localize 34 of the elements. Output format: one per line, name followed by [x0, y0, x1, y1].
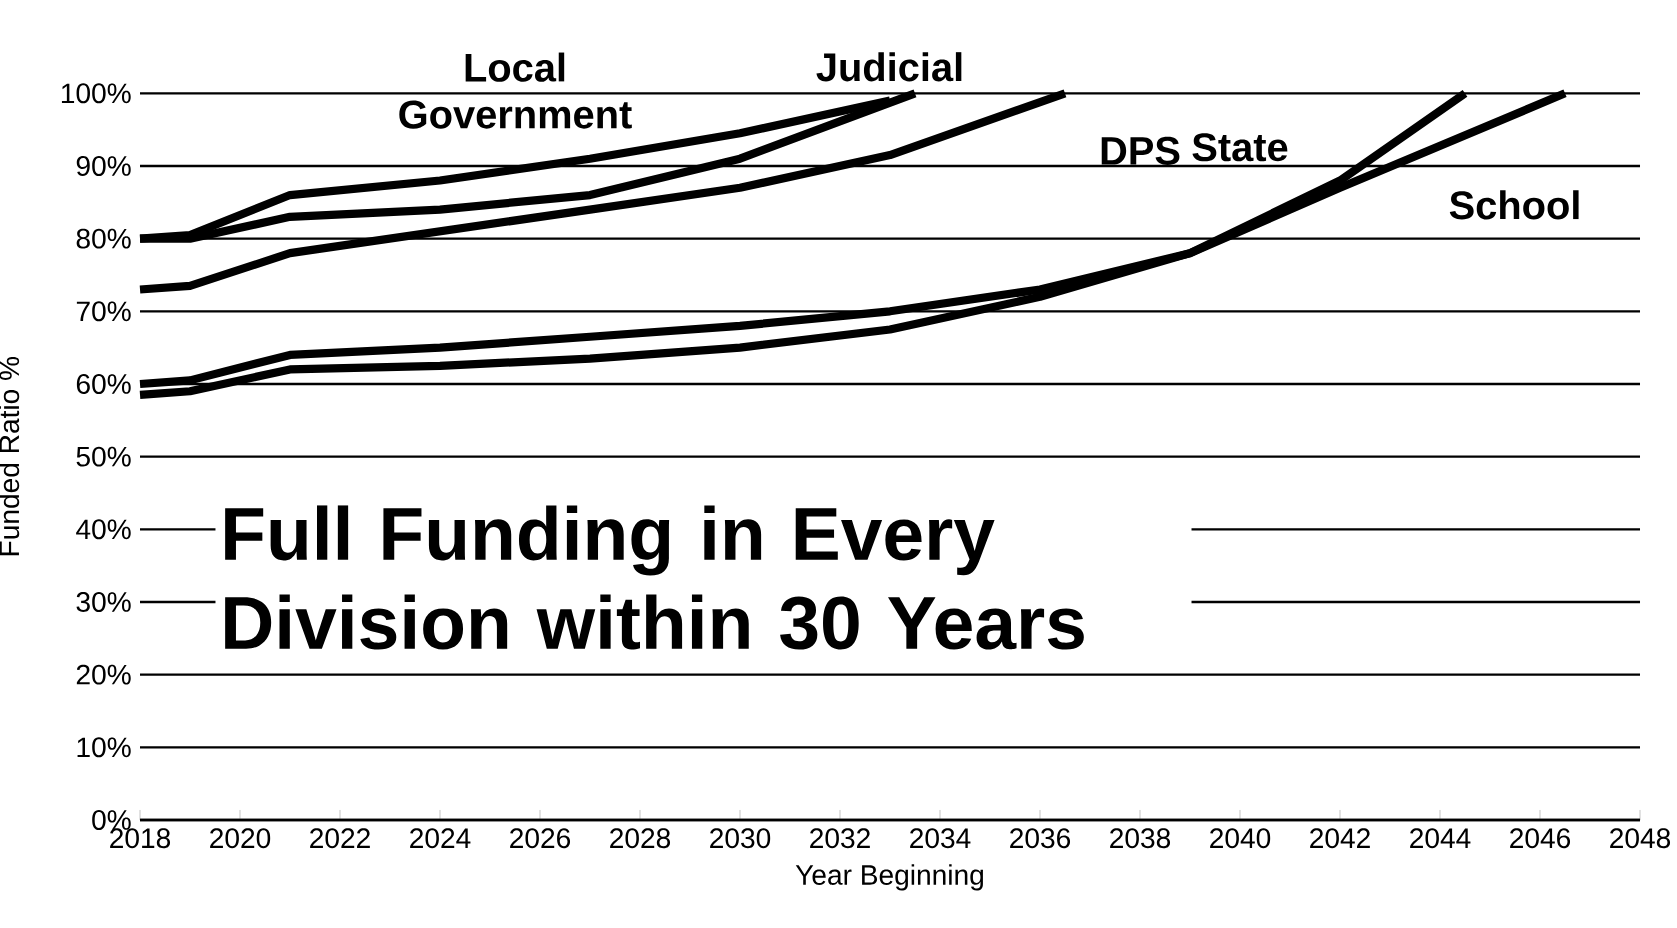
x-tick-label: 2034 [910, 828, 971, 849]
x-tick-label: 2024 [410, 828, 471, 849]
series-label: Judicial [816, 52, 962, 82]
x-tick-label: 2038 [1110, 828, 1171, 849]
y-tick-label: 70% [76, 301, 131, 322]
series-label: State [1192, 133, 1288, 162]
y-tick-label: 40% [76, 519, 131, 540]
y-tick-label: 10% [77, 737, 131, 758]
x-tick-label: 2030 [710, 828, 771, 849]
x-tick-label: 2032 [810, 828, 870, 849]
x-tick-label: 2022 [310, 828, 370, 849]
x-tick-label: 2026 [510, 828, 571, 849]
y-tick-label: 20% [76, 664, 131, 685]
x-tick-label: 2042 [1310, 828, 1370, 849]
y-tick-label: 0% [92, 810, 131, 830]
y-tick-label: 90% [76, 156, 131, 176]
x-tick-label: 2020 [210, 828, 271, 849]
x-tick-label: 2044 [1410, 828, 1471, 849]
x-tick-label: 2028 [610, 828, 671, 849]
y-tick-label: 30% [76, 592, 131, 612]
x-tick-label: 2046 [1510, 828, 1571, 849]
x-tick-label: 2036 [1010, 828, 1071, 849]
y-tick-label: 60% [76, 374, 131, 394]
x-tick-label: 2018 [110, 828, 171, 849]
y-tick-label: 100% [61, 83, 131, 104]
series-label: Local Government [399, 52, 632, 129]
y-tick-label: 50% [76, 446, 131, 467]
series-label: DPS [1101, 136, 1180, 165]
series-label: School [1449, 190, 1579, 220]
x-tick-label: 2048 [1610, 828, 1671, 849]
annotation: Full Funding in Every Division within 30 Years [225, 505, 1084, 650]
y-tick-label: 80% [76, 228, 131, 249]
x-axis-title: Year Beginning [795, 864, 983, 891]
x-tick-label: 2040 [1210, 828, 1271, 849]
